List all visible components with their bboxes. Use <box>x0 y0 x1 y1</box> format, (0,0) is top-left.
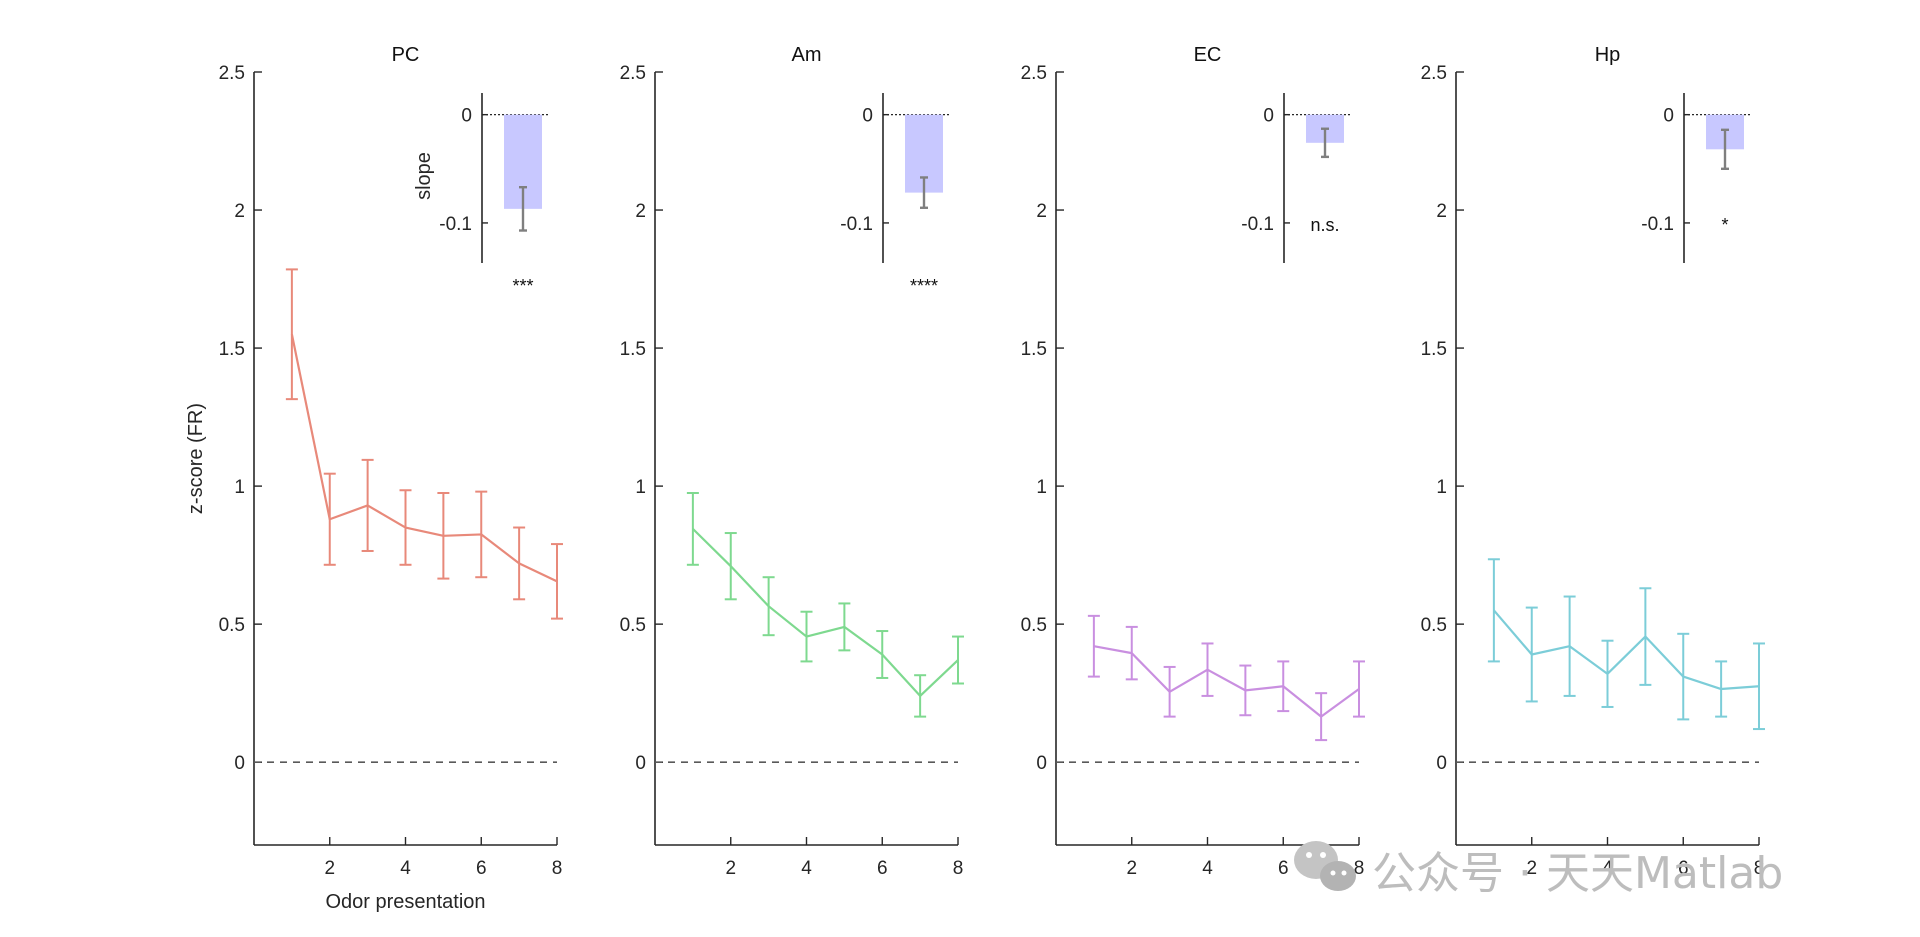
y-tick-label: 0 <box>635 753 646 774</box>
y-tick-label: 2.5 <box>620 63 646 84</box>
x-axis-title: Odor presentation <box>325 891 485 913</box>
series-line <box>290 334 558 583</box>
y-tick-label: 0.5 <box>219 615 245 636</box>
inset-y-tick-label: -0.1 <box>439 214 472 235</box>
x-tick-label: 6 <box>476 858 487 879</box>
y-tick-label: 2 <box>1036 201 1047 222</box>
x-tick-label: 2 <box>1526 858 1537 879</box>
inset-y-axis-title: slope <box>413 152 435 200</box>
y-tick-label: 2.5 <box>219 63 245 84</box>
x-tick-label: 8 <box>1754 858 1765 879</box>
y-tick-label: 1.5 <box>1421 339 1447 360</box>
inset-y-tick-label: -0.1 <box>1641 214 1674 235</box>
y-tick-label: 2 <box>1436 201 1447 222</box>
series-line <box>1493 609 1760 691</box>
y-tick-label: 0 <box>234 753 245 774</box>
y-tick-label: 0 <box>1036 753 1047 774</box>
x-tick-label: 2 <box>725 858 736 879</box>
panel-title: Hp <box>1595 44 1621 66</box>
inset-slope-chart: 0 -0.1 * <box>1641 93 1750 263</box>
panel-title: PC <box>392 44 420 66</box>
x-tick-label: 4 <box>801 858 812 879</box>
panel-am: 0 0.5 1 1.5 2 2.5 2 4 6 8 Am 0 -0.1 **** <box>620 44 964 879</box>
inset-y-tick-label: -0.1 <box>840 214 873 235</box>
inset-y-tick-label: 0 <box>862 106 873 127</box>
y-tick-label: 0.5 <box>1421 615 1447 636</box>
x-tick-label: 8 <box>552 858 563 879</box>
y-tick-label: 1.5 <box>219 339 245 360</box>
y-tick-label: 2 <box>635 201 646 222</box>
y-tick-label: 2.5 <box>1021 63 1047 84</box>
significance-label: * <box>1721 215 1728 235</box>
x-tick-label: 2 <box>1126 858 1137 879</box>
y-tick-label: 2 <box>234 201 245 222</box>
y-tick-label: 0.5 <box>620 615 646 636</box>
y-tick-label: 1.5 <box>1021 339 1047 360</box>
y-tick-label: 1 <box>1436 477 1447 498</box>
significance-label: *** <box>512 276 533 296</box>
panel-hp: 0 0.5 1 1.5 2 2.5 2 4 6 8 Hp 0 -0.1 * <box>1421 44 1765 879</box>
x-tick-label: 4 <box>400 858 411 879</box>
wechat-icon <box>1294 841 1356 891</box>
y-tick-label: 1 <box>635 477 646 498</box>
x-tick-label: 6 <box>1678 858 1689 879</box>
series-line <box>692 528 959 698</box>
inset-y-tick-label: 0 <box>1263 106 1274 127</box>
panel-title: Am <box>792 44 822 66</box>
y-tick-label: 1.5 <box>620 339 646 360</box>
watermark: 公众号 · 天天Matlab <box>1294 841 1783 899</box>
panel-title: EC <box>1194 44 1222 66</box>
x-tick-label: 4 <box>1602 858 1613 879</box>
x-tick-label: 4 <box>1202 858 1213 879</box>
significance-label: n.s. <box>1310 215 1339 235</box>
y-tick-label: 2.5 <box>1421 63 1447 84</box>
inset-slope-chart: 0 -0.1 **** <box>840 93 949 296</box>
watermark-text: 公众号 · 天天Matlab <box>1372 848 1783 899</box>
inset-y-tick-label: -0.1 <box>1241 214 1274 235</box>
x-tick-label: 6 <box>1278 858 1289 879</box>
significance-label: **** <box>910 276 938 296</box>
y-tick-label: 1 <box>1036 477 1047 498</box>
x-tick-label: 2 <box>324 858 335 879</box>
panel-ec: 0 0.5 1 1.5 2 2.5 2 4 6 8 EC 0 -0.1 n.s. <box>1021 44 1365 879</box>
series-line <box>1093 645 1360 718</box>
x-tick-label: 8 <box>1354 858 1365 879</box>
x-tick-label: 6 <box>877 858 888 879</box>
inset-y-tick-label: 0 <box>1663 106 1674 127</box>
y-axis-title: z-score (FR) <box>185 403 207 514</box>
y-tick-label: 0 <box>1436 753 1447 774</box>
y-tick-label: 0.5 <box>1021 615 1047 636</box>
x-tick-label: 8 <box>953 858 964 879</box>
panel-pc: 0 0.5 1 1.5 2 2.5 2 4 6 8 PC Odor presentation z-sco… <box>185 44 563 913</box>
y-tick-label: 1 <box>234 477 245 498</box>
inset-y-tick-label: 0 <box>461 106 472 127</box>
inset-slope-chart: 0 -0.1 n.s. <box>1241 93 1350 263</box>
